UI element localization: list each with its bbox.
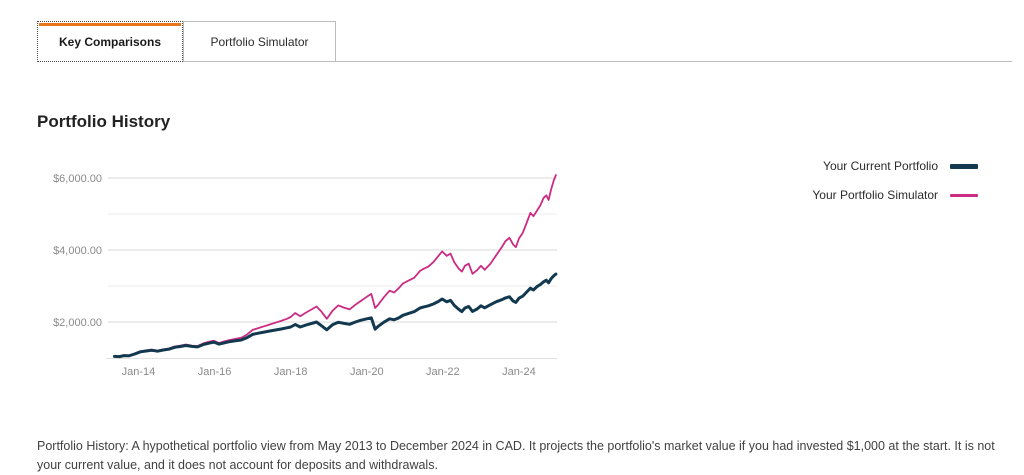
- tab-portfolio-simulator-label: Portfolio Simulator: [210, 35, 308, 49]
- page-title: Portfolio History: [37, 112, 170, 132]
- x-axis-tick-label: Jan-24: [502, 366, 536, 378]
- tab-bar: Key Comparisons Portfolio Simulator: [37, 21, 1012, 62]
- portfolio-history-chart: $2,000.00 $4,000.00 $6,000.00 Jan-14 Jan-16 J…: [30, 145, 570, 385]
- chart-legend: Your Current Portfolio Your Portfolio Si…: [812, 158, 978, 203]
- legend-label-portfolio-simulator: Your Portfolio Simulator: [812, 188, 938, 202]
- y-axis-tick-label: $2,000.00: [53, 317, 102, 329]
- y-axis-tick-label: $6,000.00: [53, 173, 102, 185]
- x-axis-tick-label: Jan-16: [198, 366, 232, 378]
- legend-item-current-portfolio: Your Current Portfolio: [812, 158, 978, 174]
- active-tab-accent-bar: [39, 23, 181, 26]
- x-axis-tick-label: Jan-22: [426, 366, 460, 378]
- x-axis-tick-label: Jan-18: [274, 366, 308, 378]
- tab-key-comparisons[interactable]: Key Comparisons: [37, 21, 183, 62]
- x-axis-tick-label: Jan-20: [350, 366, 384, 378]
- legend-swatch-portfolio-simulator: [950, 194, 978, 197]
- legend-label-current-portfolio: Your Current Portfolio: [823, 159, 938, 173]
- series-line-portfolio-simulator: [115, 175, 556, 356]
- legend-swatch-current-portfolio: [950, 164, 978, 169]
- chart-disclaimer-text: Portfolio History: A hypothetical portfo…: [37, 437, 1015, 475]
- tab-portfolio-simulator[interactable]: Portfolio Simulator: [183, 21, 336, 61]
- legend-item-portfolio-simulator: Your Portfolio Simulator: [812, 187, 978, 203]
- y-axis-tick-label: $4,000.00: [53, 245, 102, 257]
- tab-key-comparisons-label: Key Comparisons: [59, 35, 161, 49]
- x-axis-tick-label: Jan-14: [122, 366, 156, 378]
